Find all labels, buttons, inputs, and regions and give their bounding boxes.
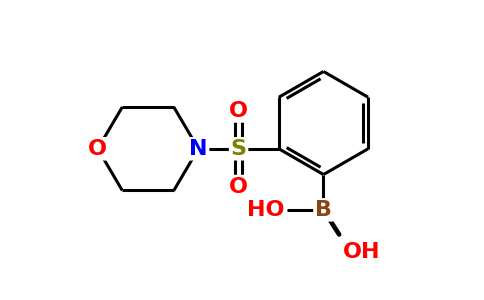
Text: N: N (189, 139, 208, 159)
Text: HO: HO (247, 200, 284, 220)
Text: O: O (88, 139, 107, 159)
Text: S: S (230, 139, 246, 159)
Text: B: B (315, 200, 332, 220)
Text: O: O (229, 101, 248, 121)
Text: OH: OH (343, 242, 380, 262)
Text: O: O (229, 177, 248, 196)
